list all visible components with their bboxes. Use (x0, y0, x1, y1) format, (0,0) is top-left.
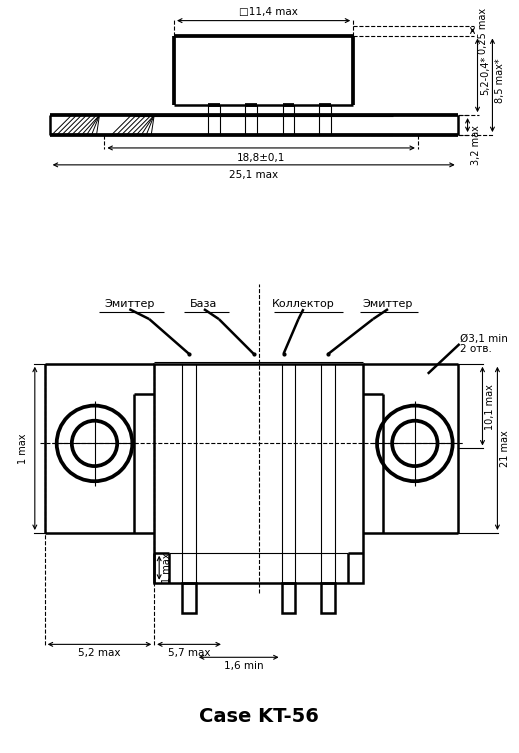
Text: 5,7 max: 5,7 max (168, 648, 210, 658)
Text: 10,1 max: 10,1 max (485, 384, 496, 429)
Text: 8,5 max*: 8,5 max* (496, 58, 506, 102)
Text: 2 отв.: 2 отв. (460, 344, 491, 354)
Text: 18,8±0,1: 18,8±0,1 (237, 153, 285, 163)
Text: Эмиттер: Эмиттер (104, 299, 155, 309)
Text: Коллектор: Коллектор (272, 299, 335, 309)
Text: 25,1 max: 25,1 max (229, 170, 278, 180)
Text: 5,2-0,4*: 5,2-0,4* (481, 56, 490, 95)
Text: Эмиттер: Эмиттер (363, 299, 413, 309)
Text: 21 max: 21 max (500, 430, 510, 467)
Text: 1 max: 1 max (162, 553, 172, 583)
Text: 1 max: 1 max (18, 433, 28, 464)
Text: 3,2 max: 3,2 max (471, 125, 481, 165)
Text: Ø3,1 min: Ø3,1 min (460, 334, 508, 344)
Text: Case KT-56: Case KT-56 (199, 708, 319, 727)
Bar (182, 583, 196, 612)
Bar (281, 583, 295, 612)
Bar (321, 583, 335, 612)
Bar (154, 364, 363, 583)
Text: 5,2 max: 5,2 max (78, 648, 121, 658)
Text: 0,25 max: 0,25 max (477, 8, 487, 53)
Text: 1,6 min: 1,6 min (224, 661, 264, 671)
Text: □11,4 max: □11,4 max (239, 7, 298, 17)
Text: База: База (190, 299, 217, 309)
